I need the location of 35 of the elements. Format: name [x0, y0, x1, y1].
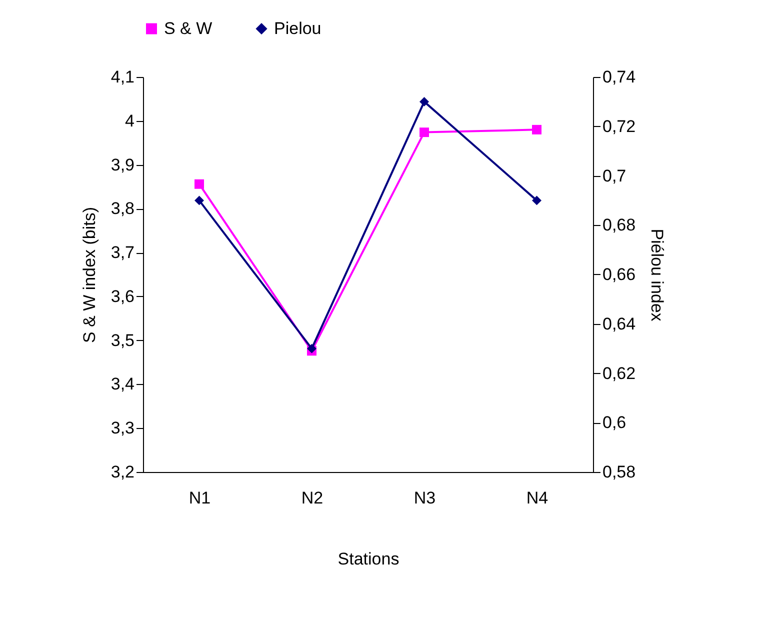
y2-tick-label: 0,58	[602, 462, 636, 482]
x-tick-label: N3	[414, 488, 436, 508]
y2-tick-label: 0,64	[602, 314, 636, 334]
y-tick-label: 3,5	[110, 330, 134, 350]
y-tick-label: 4,1	[110, 68, 134, 86]
y-tick-label: 3,2	[110, 462, 134, 482]
point	[532, 124, 542, 134]
point	[194, 196, 204, 206]
legend-label: Pielou	[274, 18, 322, 38]
y2-tick-label: 0,62	[602, 364, 636, 383]
point	[307, 344, 316, 354]
y-tick-label: 3,4	[110, 374, 134, 394]
y2-tick-label: 0,66	[602, 265, 636, 284]
point	[420, 128, 429, 138]
y-tick-label: 3,6	[110, 286, 134, 306]
point	[532, 196, 542, 206]
point	[194, 179, 204, 189]
y2-tick-label: 0,68	[602, 216, 636, 235]
y2-tick-label: 0,6	[602, 413, 626, 432]
x-tick-label: N2	[301, 488, 324, 508]
legend-label: S & W	[164, 18, 212, 38]
y-tick-label: 3,3	[110, 418, 134, 438]
y-tick-label: 3,8	[110, 199, 134, 218]
y-tick-label: 4	[125, 111, 134, 130]
y-axis-title: S & W index (bits)	[80, 206, 99, 344]
y2-tick-label: 0,7	[602, 166, 626, 186]
x-tick-label: N1	[188, 488, 211, 508]
y2-axis-title: Piélou index	[648, 228, 667, 322]
y2-tick-label: 0,72	[602, 116, 636, 136]
x-axis-title: Stations	[338, 550, 400, 568]
point	[420, 96, 429, 106]
y2-tick-label: 0,74	[602, 68, 636, 86]
y-tick-label: 3,9	[110, 155, 134, 174]
y-tick-label: 3,7	[110, 243, 134, 262]
x-tick-label: N4	[526, 488, 548, 508]
